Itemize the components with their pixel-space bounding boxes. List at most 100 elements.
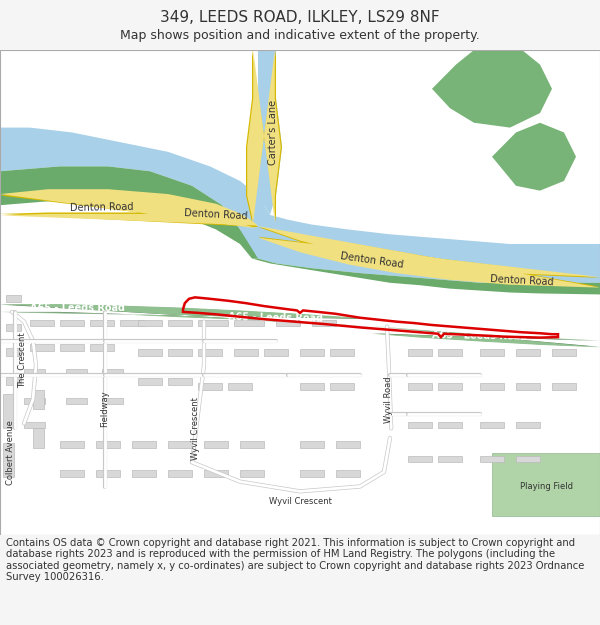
Text: A65 - Leeds Road: A65 - Leeds Road [229, 312, 323, 324]
Bar [330, 349, 354, 356]
Polygon shape [0, 50, 600, 535]
Bar [168, 441, 192, 448]
Text: Map shows position and indicative extent of the property.: Map shows position and indicative extent… [120, 29, 480, 42]
Polygon shape [247, 50, 281, 222]
Polygon shape [246, 50, 282, 215]
Polygon shape [492, 452, 600, 516]
Bar [6, 348, 21, 356]
Text: Playing Field: Playing Field [520, 482, 572, 491]
Bar [66, 398, 87, 404]
Bar [480, 383, 504, 389]
Bar [198, 349, 222, 356]
Bar [3, 394, 14, 428]
Bar [96, 441, 120, 448]
Polygon shape [492, 122, 576, 191]
Polygon shape [372, 326, 600, 348]
Text: Fieldway: Fieldway [101, 391, 110, 428]
Bar [552, 349, 576, 356]
Bar [6, 378, 21, 384]
Bar [132, 441, 156, 448]
Text: The Crescent: The Crescent [18, 332, 28, 388]
Bar [6, 295, 21, 302]
Bar [408, 383, 432, 389]
Bar [300, 383, 324, 389]
Bar [480, 422, 504, 428]
Bar [198, 320, 228, 326]
Bar [234, 320, 264, 326]
Bar [516, 422, 540, 428]
Bar [60, 344, 84, 351]
Bar [336, 441, 360, 448]
Bar [198, 383, 222, 389]
Bar [30, 320, 54, 326]
Text: Denton Road: Denton Road [340, 251, 404, 270]
Bar [33, 389, 44, 409]
Bar [300, 349, 324, 356]
Bar [234, 349, 258, 356]
Polygon shape [0, 191, 258, 227]
Polygon shape [246, 50, 282, 222]
Bar [132, 471, 156, 477]
Bar [552, 383, 576, 389]
Bar [102, 369, 123, 375]
Bar [3, 443, 14, 477]
Text: A65 - Leeds Road: A65 - Leeds Road [433, 331, 527, 342]
Bar [204, 441, 228, 448]
Polygon shape [432, 50, 552, 127]
Bar [276, 320, 300, 326]
Bar [30, 344, 54, 351]
Bar [66, 369, 87, 375]
Bar [438, 456, 462, 462]
Text: Denton Road: Denton Road [490, 274, 554, 288]
Polygon shape [252, 259, 600, 294]
Bar [516, 349, 540, 356]
Bar [330, 383, 354, 389]
Text: Wyvil Crescent: Wyvil Crescent [269, 496, 331, 506]
Bar [138, 320, 162, 326]
Bar [240, 441, 264, 448]
Text: Colbert Avenue: Colbert Avenue [6, 420, 15, 485]
Text: 349, LEEDS ROAD, ILKLEY, LS29 8NF: 349, LEEDS ROAD, ILKLEY, LS29 8NF [160, 10, 440, 25]
Bar [102, 398, 123, 404]
Bar [312, 320, 336, 326]
Bar [408, 456, 432, 462]
Bar [60, 320, 84, 326]
Bar [240, 471, 264, 477]
Bar [336, 471, 360, 477]
Bar [168, 378, 192, 384]
Bar [24, 398, 45, 404]
Bar [516, 456, 540, 462]
Bar [438, 383, 462, 389]
Polygon shape [0, 166, 258, 259]
Bar [24, 422, 45, 428]
Polygon shape [0, 189, 258, 229]
Polygon shape [0, 127, 600, 282]
Bar [300, 441, 324, 448]
Text: Wyvil Crescent: Wyvil Crescent [191, 397, 199, 460]
Bar [6, 324, 21, 331]
Bar [408, 349, 432, 356]
Bar [60, 441, 84, 448]
Text: Carter's Lane: Carter's Lane [268, 100, 278, 165]
Bar [120, 320, 144, 326]
Bar [138, 349, 162, 356]
Polygon shape [372, 326, 600, 347]
Polygon shape [0, 304, 372, 327]
Bar [438, 422, 462, 428]
Bar [438, 349, 462, 356]
Bar [228, 383, 252, 389]
Bar [516, 383, 540, 389]
Bar [90, 320, 114, 326]
Text: Denton Road: Denton Road [184, 208, 248, 221]
Bar [168, 471, 192, 477]
Bar [408, 422, 432, 428]
Polygon shape [258, 226, 600, 288]
Bar [168, 349, 192, 356]
Bar [90, 344, 114, 351]
Text: A65 - Leeds Road: A65 - Leeds Road [31, 303, 125, 313]
Bar [480, 349, 504, 356]
Text: Wyvil Road: Wyvil Road [385, 376, 394, 423]
Bar [168, 320, 192, 326]
Bar [96, 471, 120, 477]
Bar [24, 369, 45, 375]
